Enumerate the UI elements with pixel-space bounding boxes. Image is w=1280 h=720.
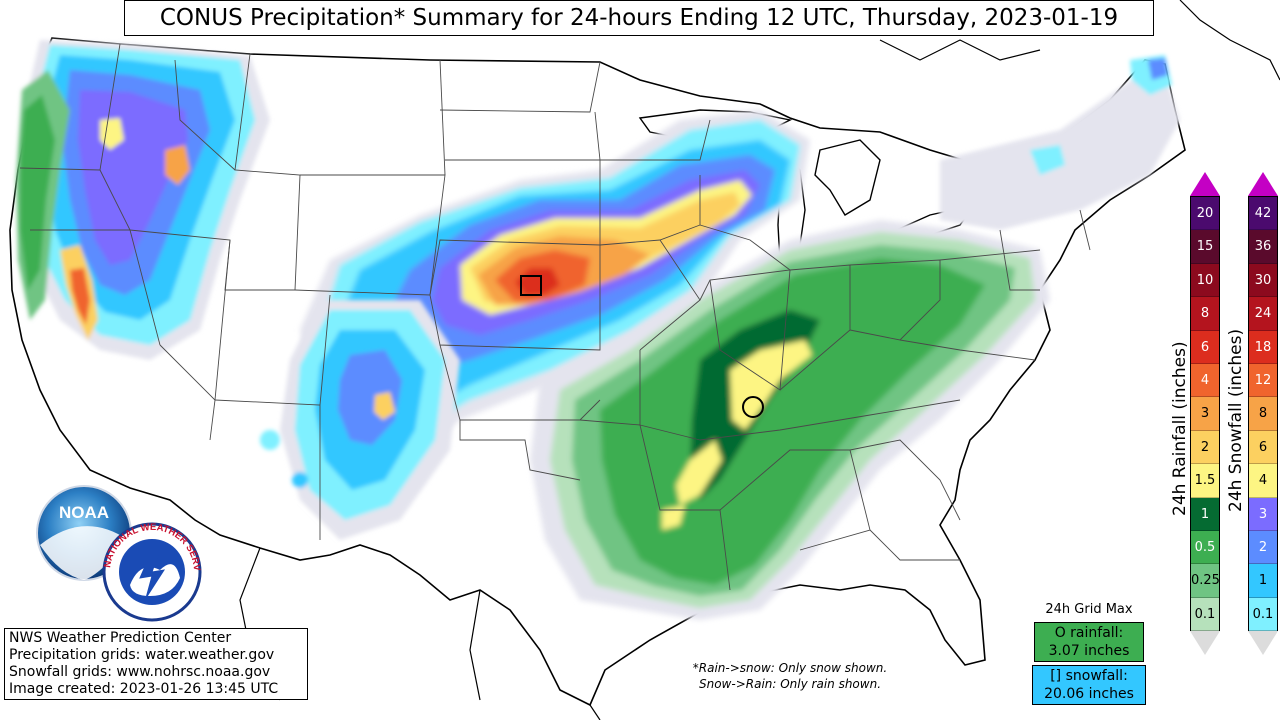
rainfall-colorbar: 20 15 10 8 6 4 3 2 1.5 1 0.5 0.25 0.1	[1190, 172, 1220, 656]
state-boundaries	[19, 43, 1091, 591]
northeast-precip	[940, 55, 1180, 230]
snowfall-colorbar-label: 24h Snowfall (inches)	[1226, 328, 1246, 512]
snowfall-colorbar-above	[1248, 172, 1278, 196]
credit-line: Snowfall grids: www.nohrsc.noaa.gov	[9, 664, 271, 680]
snowfall-bin-3: 3	[1249, 497, 1277, 531]
snowfall-bin-30: 30	[1249, 263, 1277, 298]
rainfall-colorbar-cells: 20 15 10 8 6 4 3 2 1.5 1 0.5 0.25 0.1	[1190, 196, 1220, 632]
grid-max-title: 24h Grid Max	[1045, 602, 1133, 617]
snowfall-max-label: [] snowfall:	[1050, 668, 1128, 684]
credit-line: NWS Weather Prediction Center	[9, 630, 232, 646]
snowfall-bin-24: 24	[1249, 297, 1277, 331]
credits-box: NWS Weather Prediction Center Precipitat…	[4, 628, 308, 700]
snowfall-bin-36: 36	[1249, 230, 1277, 264]
rainfall-max-box: O rainfall: 3.07 inches	[1034, 622, 1144, 662]
rainfall-bin-0-25: 0.25	[1191, 564, 1220, 598]
rainfall-max-value: 3.07 inches	[1048, 643, 1130, 659]
western-precip	[16, 40, 270, 360]
rainfall-bin-0-1: 0.1	[1191, 597, 1219, 632]
rainfall-bin-15: 15	[1191, 230, 1219, 264]
rainfall-bin-20: 20	[1191, 197, 1219, 231]
snowfall-bin-8: 8	[1249, 397, 1277, 431]
rainfall-colorbar-below	[1190, 631, 1220, 655]
grid-max-panel: 24h Grid Max O rainfall: 3.07 inches [] …	[1030, 601, 1148, 708]
svg-text:NOAA: NOAA	[59, 503, 109, 522]
snowfall-max-value: 20.06 inches	[1044, 686, 1134, 702]
snowfall-bin-1: 1	[1249, 564, 1277, 598]
snowfall-colorbar: 42 36 30 24 18 12 8 6 4 3 2 1 0.1	[1248, 172, 1278, 656]
snowfall-bin-4: 4	[1249, 464, 1277, 498]
rainfall-bin-2: 2	[1191, 430, 1219, 465]
rainfall-colorbar-above	[1190, 172, 1220, 196]
snowfall-max-box: [] snowfall: 20.06 inches	[1032, 665, 1146, 705]
snowfall-bin-2: 2	[1249, 530, 1277, 565]
snowfall-bin-18: 18	[1249, 330, 1277, 364]
footnote-line: *Rain->snow: Only snow shown.	[692, 661, 888, 675]
southwest-precip	[260, 300, 460, 540]
credit-line: Precipitation grids: water.weather.gov	[9, 647, 275, 663]
rainfall-max-label: O rainfall:	[1054, 625, 1124, 641]
rainfall-bin-4: 4	[1191, 363, 1219, 398]
credit-line: Image created: 2023-01-26 13:45 UTC	[9, 681, 279, 697]
snowfall-bin-0-1: 0.1	[1249, 597, 1277, 632]
rainfall-colorbar-label: 24h Rainfall (inches)	[1170, 341, 1190, 516]
rainfall-bin-6: 6	[1191, 330, 1219, 364]
snowfall-bin-12: 12	[1249, 363, 1277, 398]
rainfall-bin-8: 8	[1191, 297, 1219, 331]
snowfall-max-marker	[520, 275, 542, 296]
snowfall-bin-42: 42	[1249, 197, 1277, 231]
rainfall-bin-0-5: 0.5	[1191, 530, 1219, 565]
rainfall-bin-1-5: 1.5	[1191, 464, 1219, 498]
rainfall-bin-10: 10	[1191, 263, 1219, 298]
footnote-line: Snow->Rain: Only rain shown.	[698, 677, 882, 691]
rain-snow-footnote: *Rain->snow: Only snow shown. Snow->Rain…	[640, 660, 940, 692]
snowfall-bin-6: 6	[1249, 430, 1277, 465]
rainfall-max-marker	[742, 396, 764, 418]
map-title: CONUS Precipitation* Summary for 24-hour…	[124, 0, 1154, 36]
snowfall-shading	[300, 110, 810, 455]
rainfall-bin-3: 3	[1191, 397, 1219, 431]
rainfall-bin-1: 1	[1191, 497, 1219, 531]
snowfall-colorbar-below	[1248, 631, 1278, 655]
snowfall-colorbar-cells: 42 36 30 24 18 12 8 6 4 3 2 1 0.1	[1248, 196, 1278, 632]
